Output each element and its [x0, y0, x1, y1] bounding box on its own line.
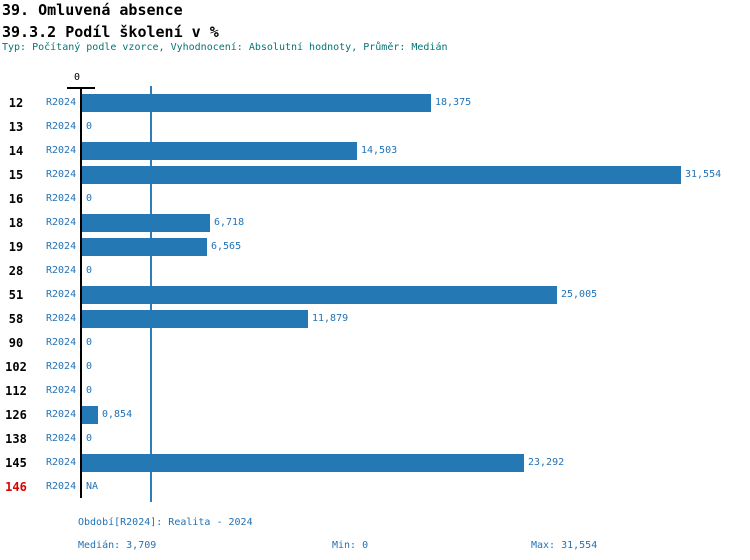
bar-value-label: 0	[86, 121, 93, 132]
row-id-label: 15	[8, 168, 24, 182]
row-period-label: R2024	[46, 481, 77, 492]
axis-zero-tick-label: 0	[73, 72, 81, 83]
row-id-label: 112	[5, 384, 27, 398]
row-period-label: R2024	[46, 289, 77, 300]
row-id-label: 126	[5, 408, 27, 422]
bar-value-label: 11,879	[312, 313, 349, 324]
bar-value-label: 0	[86, 193, 93, 204]
bar-value-label: 0	[86, 337, 93, 348]
row-id-label: 16	[8, 192, 24, 206]
row-period-label: R2024	[46, 193, 77, 204]
row-id-label: 12	[8, 96, 24, 110]
row-period-label: R2024	[46, 121, 77, 132]
row-period-label: R2024	[46, 169, 77, 180]
value-bar	[82, 166, 681, 184]
row-id-label: 51	[8, 288, 24, 302]
footer-min-label: Min: 0	[332, 540, 369, 551]
bar-value-label: 0,854	[102, 409, 133, 420]
row-period-label: R2024	[46, 385, 77, 396]
row-id-label: 13	[8, 120, 24, 134]
row-period-label: R2024	[46, 337, 77, 348]
row-id-label: 145	[5, 456, 27, 470]
row-period-label: R2024	[46, 313, 77, 324]
bar-value-label: NA	[86, 481, 99, 492]
row-id-label: 146	[5, 480, 27, 494]
footer-period-label: Období[R2024]: Realita - 2024	[78, 517, 253, 528]
footer-median-label: Medián: 3,709	[78, 540, 157, 551]
value-bar	[82, 286, 557, 304]
row-id-label: 102	[5, 360, 27, 374]
bar-value-label: 14,503	[361, 145, 398, 156]
value-bar	[82, 214, 210, 232]
bar-value-label: 0	[86, 361, 93, 372]
row-period-label: R2024	[46, 241, 77, 252]
bar-value-label: 0	[86, 265, 93, 276]
bar-value-label: 0	[86, 385, 93, 396]
row-period-label: R2024	[46, 361, 77, 372]
chart-title: 39. Omluvená absence	[2, 1, 183, 19]
row-id-label: 138	[5, 432, 27, 446]
row-id-label: 90	[8, 336, 24, 350]
bar-value-label: 25,005	[561, 289, 598, 300]
row-period-label: R2024	[46, 97, 77, 108]
value-axis-line	[80, 88, 82, 498]
row-id-label: 14	[8, 144, 24, 158]
bar-value-label: 31,554	[685, 169, 722, 180]
bar-value-label: 6,565	[211, 241, 242, 252]
bar-value-label: 23,292	[528, 457, 565, 468]
row-period-label: R2024	[46, 145, 77, 156]
row-id-label: 58	[8, 312, 24, 326]
bar-value-label: 18,375	[435, 97, 472, 108]
row-period-label: R2024	[46, 433, 77, 444]
value-bar	[82, 310, 308, 328]
value-bar	[82, 406, 98, 424]
row-period-label: R2024	[46, 409, 77, 420]
bar-value-label: 6,718	[214, 217, 245, 228]
row-period-label: R2024	[46, 265, 77, 276]
value-bar	[82, 454, 524, 472]
bar-value-label: 0	[86, 433, 93, 444]
chart-meta-line: Typ: Počítaný podle vzorce, Vyhodnocení:…	[2, 42, 448, 53]
row-period-label: R2024	[46, 217, 77, 228]
row-id-label: 28	[8, 264, 24, 278]
row-id-label: 19	[8, 240, 24, 254]
chart-subtitle: 39.3.2 Podíl školení v %	[2, 23, 219, 41]
value-bar	[82, 94, 431, 112]
row-period-label: R2024	[46, 457, 77, 468]
row-id-label: 18	[8, 216, 24, 230]
value-bar	[82, 142, 357, 160]
footer-max-label: Max: 31,554	[531, 540, 598, 551]
value-bar	[82, 238, 207, 256]
